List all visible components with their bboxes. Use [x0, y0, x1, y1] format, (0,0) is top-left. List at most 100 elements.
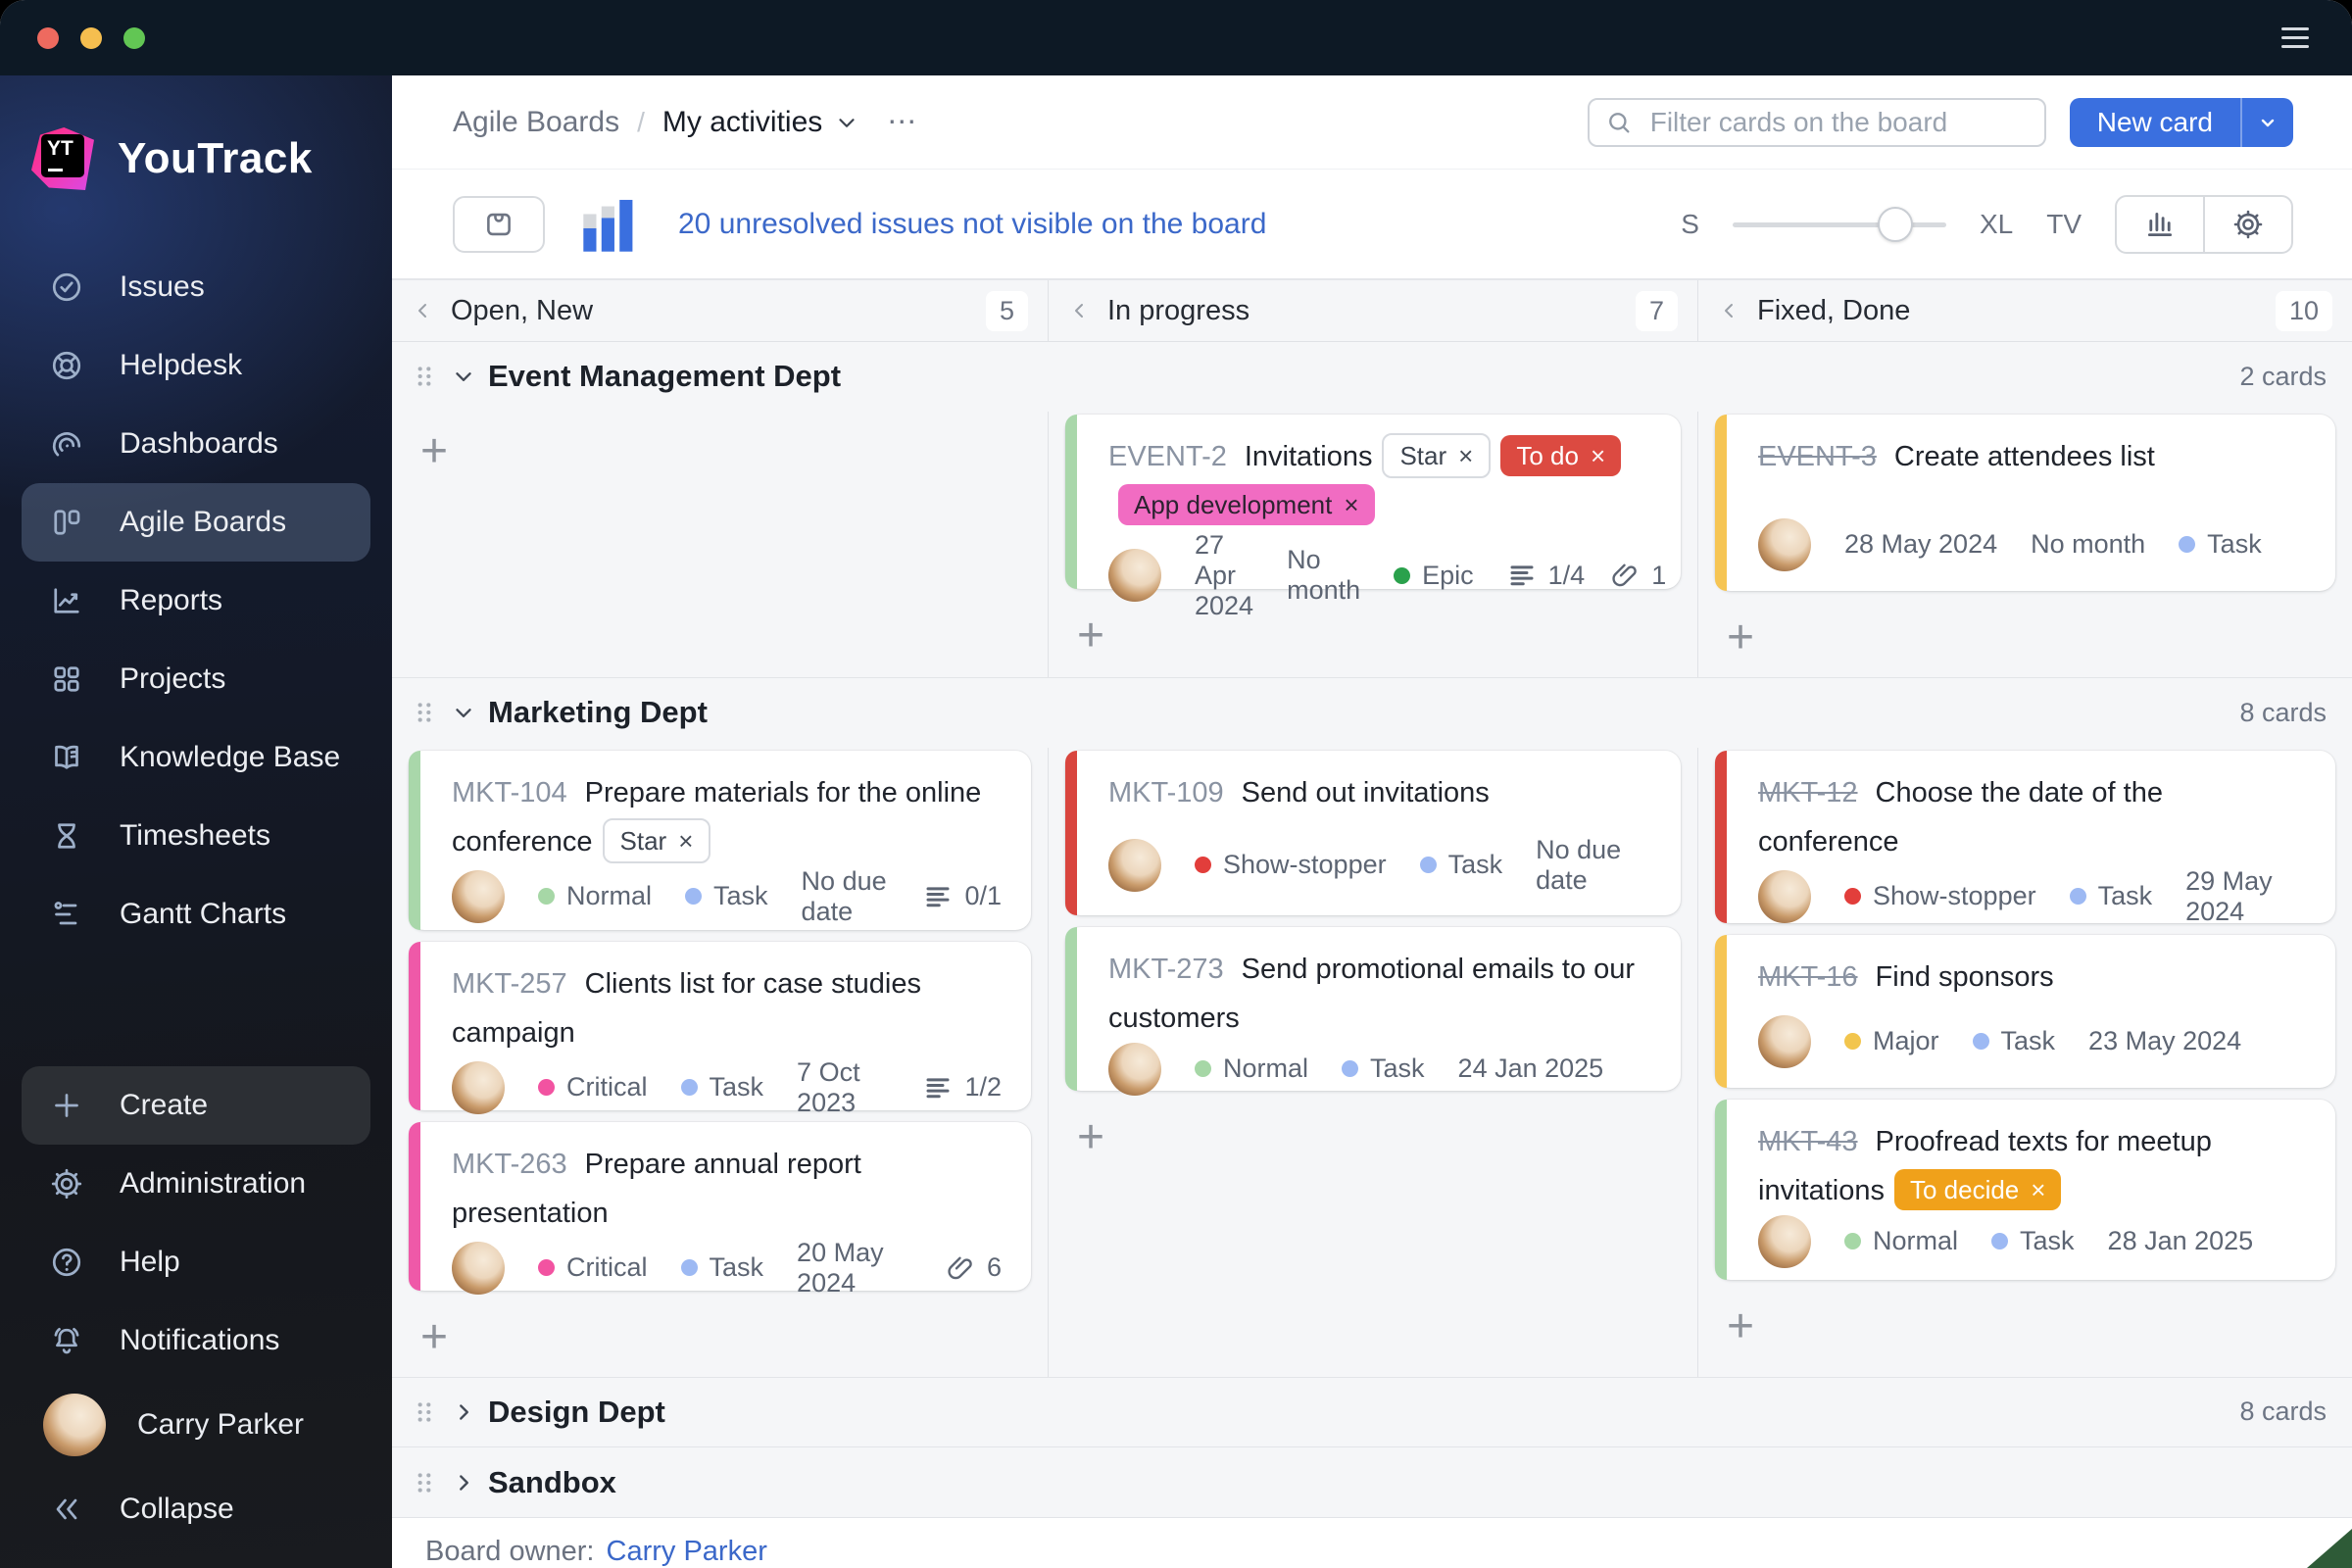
card-mkt-12[interactable]: MKT-12 Choose the date of the conference …: [1715, 750, 2335, 926]
issue-id[interactable]: MKT-43: [1758, 1125, 1858, 1157]
drag-handle-icon[interactable]: [412, 364, 437, 389]
chevron-right-icon[interactable]: [451, 1399, 476, 1425]
assignee-avatar[interactable]: [1758, 517, 1811, 571]
close-window-button[interactable]: [37, 26, 59, 49]
new-card-button[interactable]: New card: [2069, 97, 2242, 147]
card-mkt-109[interactable]: MKT-109 Send out invitations Show-stopper…: [1065, 750, 1681, 915]
sidebar-item-gantt-charts[interactable]: Gantt Charts: [22, 875, 370, 954]
tv-mode-button[interactable]: TV: [2046, 208, 2082, 239]
add-card-button[interactable]: +: [1727, 611, 1755, 663]
issue-id[interactable]: EVENT-3: [1758, 440, 1877, 472]
chevron-right-icon[interactable]: [451, 1470, 476, 1495]
collapse-sidebar-button[interactable]: Collapse: [22, 1470, 370, 1548]
assignee-avatar[interactable]: [1758, 1014, 1811, 1068]
assignee-avatar[interactable]: [1758, 869, 1811, 923]
swimlane-title[interactable]: Event Management Dept: [488, 359, 842, 394]
create-button[interactable]: Create: [22, 1066, 370, 1145]
sidebar-item-projects[interactable]: Projects: [22, 640, 370, 718]
tag-star[interactable]: Star ×: [1382, 433, 1492, 479]
sidebar-item-helpdesk[interactable]: Helpdesk: [22, 326, 370, 405]
tag-to-do[interactable]: To do ×: [1500, 435, 1622, 477]
add-card-button[interactable]: +: [420, 1310, 449, 1363]
assignee-avatar[interactable]: [452, 869, 505, 923]
sidebar-item-dashboards[interactable]: Dashboards: [22, 405, 370, 483]
board-cell: EVENT-3 Create attendees list 28 May 2024…: [1698, 412, 2352, 677]
sidebar-item-label: Gantt Charts: [120, 898, 287, 930]
more-options-icon[interactable]: ⋯: [887, 106, 919, 138]
issue-id[interactable]: MKT-263: [452, 1148, 567, 1180]
board-owner-link[interactable]: Carry Parker: [606, 1536, 767, 1567]
assignee-avatar[interactable]: [1758, 1214, 1811, 1268]
drag-handle-icon[interactable]: [412, 1399, 437, 1425]
chevron-down-icon[interactable]: [451, 364, 476, 389]
assignee-avatar[interactable]: [452, 1060, 505, 1114]
minimize-window-button[interactable]: [80, 26, 102, 49]
card-mkt-257[interactable]: MKT-257 Clients list for case studies cam…: [409, 941, 1031, 1117]
zoom-window-button[interactable]: [123, 26, 145, 49]
swimlane-title[interactable]: Sandbox: [488, 1464, 616, 1499]
remove-tag-icon[interactable]: ×: [1458, 441, 1474, 471]
card-mkt-104[interactable]: MKT-104 Prepare materials for the online …: [409, 750, 1031, 930]
card-mkt-16[interactable]: MKT-16 Find sponsors Major Task 23 May 20…: [1715, 934, 2335, 1088]
card-mkt-43[interactable]: MKT-43 Proofread texts for meetup invitat…: [1715, 1099, 2335, 1280]
board-settings-button[interactable]: [2203, 196, 2291, 252]
card-size-slider[interactable]: [1732, 206, 1946, 242]
add-card-button[interactable]: +: [1077, 1110, 1105, 1163]
bell-icon: [49, 1323, 84, 1358]
backlog-panel-button[interactable]: [453, 195, 545, 253]
breadcrumb-agile-boards[interactable]: Agile Boards: [453, 105, 620, 138]
type-dot: [680, 1079, 698, 1096]
card-mkt-273[interactable]: MKT-273 Send promotional emails to our cu…: [1065, 926, 1681, 1096]
assignee-avatar[interactable]: [1108, 838, 1161, 892]
app-menu-icon[interactable]: [2276, 22, 2315, 54]
add-card-button[interactable]: +: [1077, 609, 1105, 662]
collapse-column-icon[interactable]: [1068, 299, 1092, 322]
sidebar-item-issues[interactable]: Issues: [22, 248, 370, 326]
tag-star[interactable]: Star ×: [602, 817, 711, 863]
collapse-column-icon[interactable]: [1718, 299, 1741, 322]
issue-id[interactable]: MKT-12: [1758, 776, 1858, 808]
issue-id[interactable]: MKT-273: [1108, 953, 1224, 985]
issue-id[interactable]: MKT-104: [452, 776, 567, 808]
assignee-avatar[interactable]: [1108, 549, 1161, 603]
issue-id[interactable]: MKT-257: [452, 967, 567, 1000]
type-dot: [685, 888, 703, 905]
sidebar-item-knowledge-base[interactable]: Knowledge Base: [22, 718, 370, 797]
assignee-avatar[interactable]: [1108, 1042, 1161, 1096]
board-selector[interactable]: My activities: [662, 106, 859, 139]
add-card-button[interactable]: +: [420, 424, 449, 477]
user-profile[interactable]: Carry Parker: [22, 1380, 370, 1470]
new-card-dropdown[interactable]: [2242, 97, 2293, 147]
card-event-3[interactable]: EVENT-3 Create attendees list 28 May 2024…: [1715, 414, 2335, 591]
sidebar-item-agile-boards[interactable]: Agile Boards: [22, 483, 370, 562]
sidebar-item-reports[interactable]: Reports: [22, 562, 370, 640]
chart-view-button[interactable]: [2117, 197, 2203, 252]
chevron-down-icon[interactable]: [451, 700, 476, 725]
tag-to-decide[interactable]: To decide ×: [1893, 1168, 2062, 1210]
drag-handle-icon[interactable]: [412, 700, 437, 725]
unresolved-issues-link[interactable]: 20 unresolved issues not visible on the …: [678, 207, 1267, 240]
sidebar-item-notifications[interactable]: Notifications: [22, 1301, 370, 1380]
sidebar-item-timesheets[interactable]: Timesheets: [22, 797, 370, 875]
remove-tag-icon[interactable]: ×: [678, 825, 694, 856]
issue-id[interactable]: EVENT-2: [1108, 440, 1227, 472]
sidebar-item-help[interactable]: Help: [22, 1223, 370, 1301]
assignee-avatar[interactable]: [452, 1241, 505, 1295]
card-mkt-263[interactable]: MKT-263 Prepare annual report presentatio…: [409, 1121, 1031, 1298]
remove-tag-icon[interactable]: ×: [1344, 490, 1359, 520]
swimlane-title[interactable]: Marketing Dept: [488, 695, 708, 730]
slider-thumb[interactable]: [1878, 206, 1914, 242]
collapse-column-icon[interactable]: [412, 299, 435, 322]
tag-app-development[interactable]: App development ×: [1118, 484, 1375, 526]
add-card-button[interactable]: +: [1727, 1299, 1755, 1352]
remove-tag-icon[interactable]: ×: [1590, 441, 1606, 471]
card-event-2[interactable]: EVENT-2 Invitations Star × To do × App develop…: [1065, 414, 1681, 620]
drag-handle-icon[interactable]: [412, 1470, 437, 1495]
youtrack-logo[interactable]: YT YouTrack: [0, 75, 392, 203]
swimlane-title[interactable]: Design Dept: [488, 1394, 665, 1429]
filter-input[interactable]: [1587, 97, 2046, 147]
issue-id[interactable]: MKT-109: [1108, 776, 1224, 808]
issue-id[interactable]: MKT-16: [1758, 960, 1858, 993]
remove-tag-icon[interactable]: ×: [2031, 1174, 2046, 1204]
sidebar-item-administration[interactable]: Administration: [22, 1145, 370, 1223]
